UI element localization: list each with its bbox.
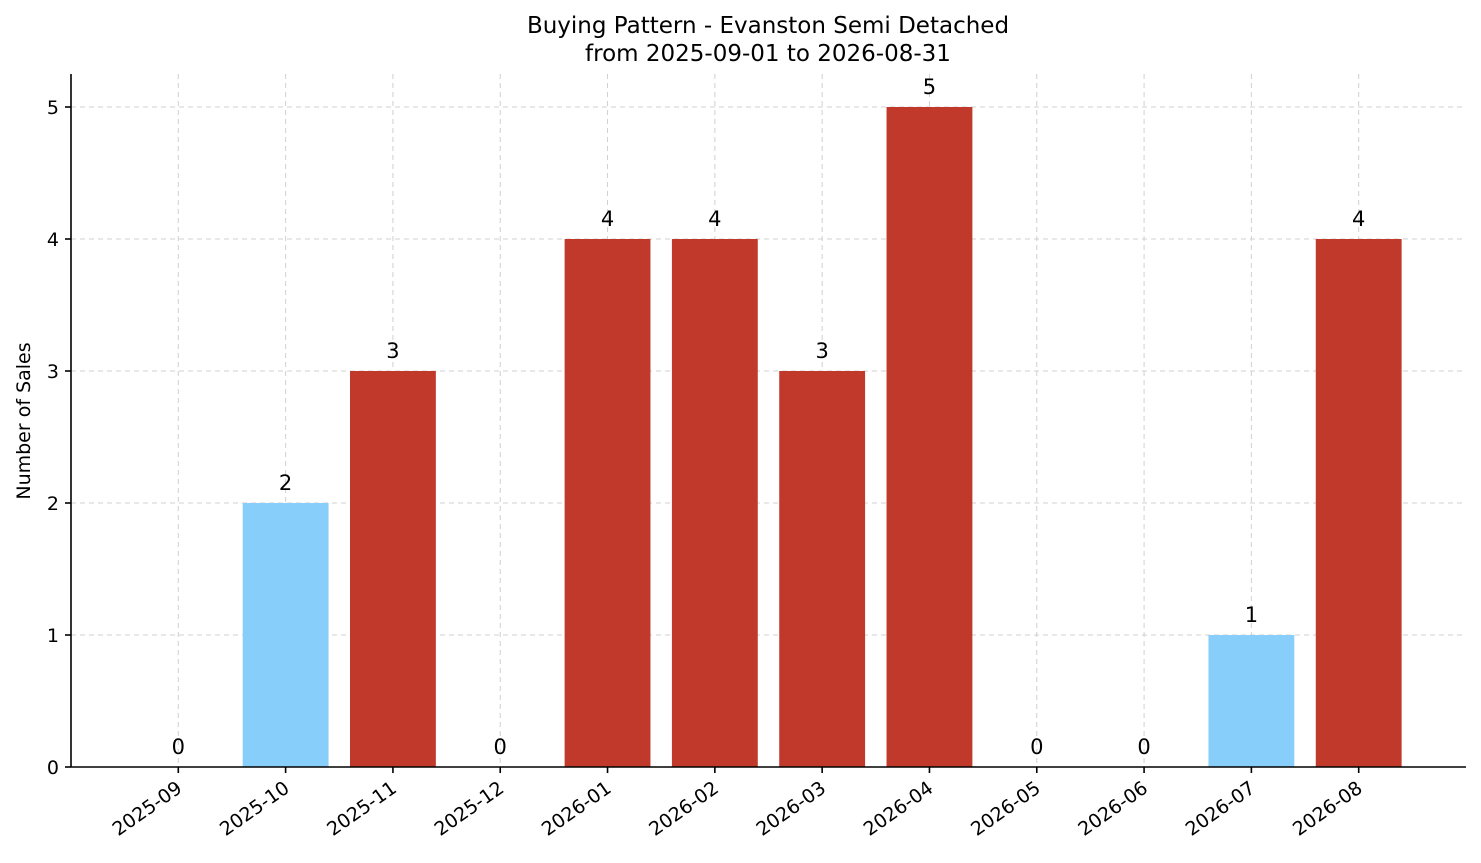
x-tick-label: 2026-07 <box>1182 777 1260 841</box>
x-tick-label: 2026-02 <box>645 777 723 841</box>
data-label: 0 <box>1030 735 1043 759</box>
bar <box>886 107 973 767</box>
data-label: 4 <box>708 207 721 231</box>
x-tick-label: 2025-10 <box>216 777 294 841</box>
x-tick-label: 2026-04 <box>860 777 938 841</box>
chart-subtitle: from 2025-09-01 to 2026-08-31 <box>585 41 951 67</box>
y-axis-label: Number of Sales <box>13 342 35 499</box>
data-label: 0 <box>494 735 507 759</box>
chart-title: Buying Pattern - Evanston Semi Detached <box>527 13 1009 39</box>
y-tick-label: 5 <box>47 97 59 119</box>
data-label: 0 <box>1137 735 1150 759</box>
data-label-layer: 0 2 3 0 4 4 3 5 0 0 1 4 <box>172 75 1366 759</box>
x-tick-label: 2026-06 <box>1074 777 1152 841</box>
data-label: 4 <box>601 207 614 231</box>
bar <box>564 239 651 767</box>
bar <box>779 371 866 767</box>
y-tick-label: 3 <box>47 361 59 383</box>
bar <box>1208 635 1295 767</box>
x-tick-label: 2026-08 <box>1289 777 1367 841</box>
data-label: 0 <box>172 735 185 759</box>
data-label: 1 <box>1245 603 1258 627</box>
data-label: 3 <box>386 339 399 363</box>
y-tick-label: 4 <box>47 229 59 251</box>
x-tick-label: 2026-01 <box>538 777 616 841</box>
data-label: 5 <box>923 75 936 99</box>
bar <box>242 503 329 767</box>
x-tick-label: 2026-03 <box>752 777 830 841</box>
data-label: 2 <box>279 471 292 495</box>
bar <box>671 239 758 767</box>
y-tick-label: 1 <box>47 625 59 647</box>
x-tick-label: 2025-11 <box>323 777 401 841</box>
bar <box>350 371 436 767</box>
x-tick-label: 2025-09 <box>109 777 187 841</box>
bar-layer <box>242 107 1402 767</box>
y-tick-label: 2 <box>47 493 59 515</box>
bar <box>1315 239 1402 767</box>
x-tick-label: 2025-12 <box>430 777 508 841</box>
y-tick-label: 0 <box>47 757 59 779</box>
x-tick-label: 2026-05 <box>967 777 1045 841</box>
data-label: 4 <box>1352 207 1365 231</box>
data-label: 3 <box>815 339 828 363</box>
